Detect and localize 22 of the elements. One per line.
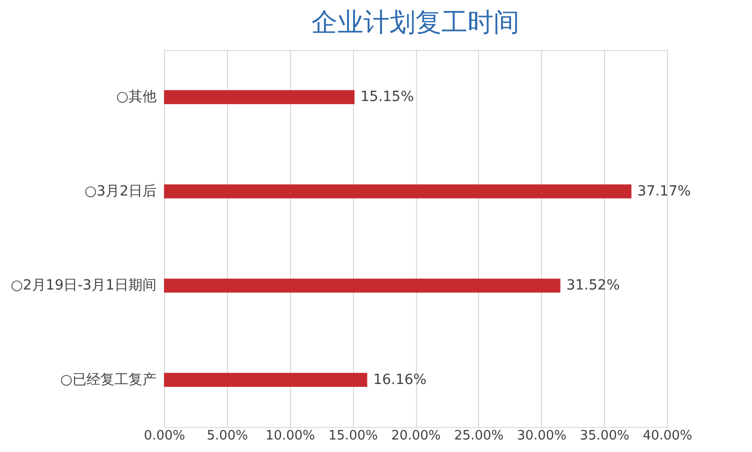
x-tick-label: 25.00% — [454, 428, 504, 444]
x-tick-label: 20.00% — [391, 428, 441, 444]
chart-title: 企业计划复工时间 — [312, 8, 520, 38]
x-tick-label: 10.00% — [265, 428, 316, 444]
data-label: 15.15% — [360, 89, 414, 106]
x-tick-label: 35.00% — [580, 428, 630, 444]
x-tick-label: 5.00% — [206, 428, 248, 444]
data-label: 37.17% — [637, 183, 691, 200]
y-tick-label: ○已经复工复产 — [60, 372, 156, 388]
x-tick-label: 40.00% — [642, 428, 692, 444]
bar — [164, 90, 355, 104]
data-label: 16.16% — [373, 372, 427, 388]
y-tick-label: ○其他 — [116, 89, 156, 106]
y-tick-label: ○2月19日-3月1日期间 — [10, 278, 156, 294]
bar — [164, 372, 368, 387]
x-tick-label: 15.00% — [328, 428, 378, 444]
y-tick-label: ○3月2日后 — [84, 183, 156, 200]
x-tick-label: 0.00% — [144, 428, 186, 444]
bar — [164, 184, 632, 198]
bar — [164, 278, 560, 293]
data-label: 31.52% — [566, 278, 620, 294]
x-tick-label: 30.00% — [516, 428, 567, 444]
